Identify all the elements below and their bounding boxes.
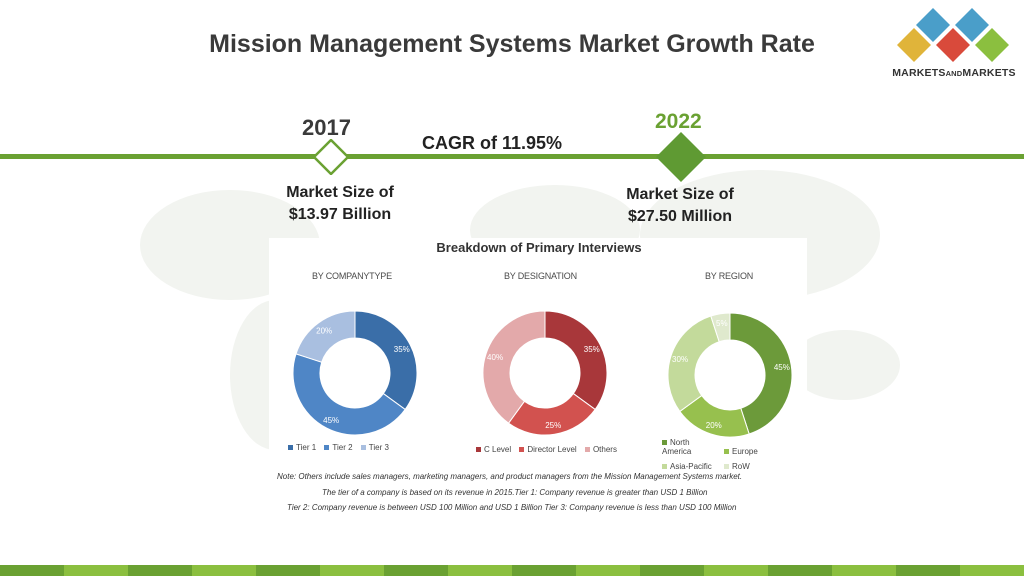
donut-slice (710, 312, 731, 343)
chart-title-region: BY REGION (705, 271, 754, 281)
panel-title: Breakdown of Primary Interviews (436, 240, 642, 255)
interviews-panel (269, 238, 807, 516)
note-line-1: Note: Others include sales managers, mar… (277, 472, 743, 481)
end-year: 2022 (655, 110, 702, 133)
bottom-stripe-segment (640, 565, 704, 576)
start-year: 2017 (302, 115, 351, 140)
start-market-size-value: $13.97 Billion (288, 206, 392, 223)
legend-region: North America Europe Asia-Pacific RoW (662, 438, 792, 477)
legend-item: Director Level (519, 445, 577, 454)
legend-item: Others (584, 445, 617, 454)
donut-slice (482, 310, 546, 424)
legend-swatch (724, 464, 729, 470)
bottom-stripe-segment (896, 565, 960, 576)
end-market-size-label: Market Size of (626, 186, 734, 203)
donut-chart-company-type: 35% 45% 20% (292, 310, 418, 436)
bottom-stripe-segment (960, 565, 1024, 576)
page-title: Mission Management Systems Market Growth… (209, 30, 815, 58)
legend-item: RoW (724, 462, 782, 471)
logo-wordmark: MARKETSANDMARKETS (892, 67, 1016, 79)
slice-label: 35% (584, 345, 600, 354)
bottom-stripe-segment (768, 565, 832, 576)
end-market-size-value: $27.50 Million (627, 208, 733, 225)
slice-label: 30% (672, 355, 688, 364)
slice-label: 5% (716, 319, 728, 328)
timeline-bar (0, 154, 1024, 159)
legend-swatch (519, 447, 525, 453)
note-line-2: The tier of a company is based on its re… (322, 488, 708, 497)
bottom-stripe-segment (832, 565, 896, 576)
legend-swatch (662, 464, 667, 470)
end-diamond-icon (656, 132, 706, 182)
donut-slice (292, 353, 406, 436)
bottom-stripe-segment (192, 565, 256, 576)
donut-chart-region: 45% 20% 30% 5% (667, 312, 793, 438)
bottom-stripe-segment (128, 565, 192, 576)
slice-label: 35% (394, 345, 410, 354)
slice-label: 45% (323, 416, 339, 425)
slice-label: 25% (545, 421, 561, 430)
legend-item: Asia-Pacific (662, 462, 720, 471)
bottom-stripe (0, 565, 1024, 576)
end-market-size: Market Size of $27.50 Million (610, 184, 750, 228)
legend-swatch (360, 445, 366, 451)
start-market-size-label: Market Size of (286, 184, 394, 201)
marketsandmarkets-logo-icon (897, 8, 1009, 62)
bottom-stripe-segment (704, 565, 768, 576)
bottom-stripe-segment (64, 565, 128, 576)
bottom-stripe-segment (384, 565, 448, 576)
bottom-stripe-segment (256, 565, 320, 576)
slice-label: 20% (316, 327, 332, 336)
legend-swatch (724, 449, 729, 455)
bottom-stripe-segment (448, 565, 512, 576)
donut-slice (544, 310, 608, 411)
legend-item: Tier 2 (324, 443, 353, 452)
donut-slice (729, 312, 793, 435)
legend-company-type: Tier 1 Tier 2 Tier 3 (288, 443, 395, 452)
cagr-label: CAGR of 11.95% (422, 133, 563, 153)
chart-title-company-type: BY COMPANYTYPE (312, 271, 392, 281)
legend-swatch (324, 445, 330, 451)
slice-label: 45% (774, 363, 790, 372)
legend-item: Tier 1 (288, 443, 316, 452)
legend-swatch (288, 445, 293, 451)
bottom-stripe-segment (512, 565, 576, 576)
legend-designation: C Level Director Level Others (476, 445, 623, 454)
slice-label: 20% (706, 421, 722, 430)
bottom-stripe-segment (320, 565, 384, 576)
slice-label: 40% (487, 353, 503, 362)
legend-item: C Level (476, 445, 511, 454)
donut-slice (295, 310, 356, 363)
note-line-3: Tier 2: Company revenue is between USD 1… (287, 503, 737, 512)
start-diamond-icon (313, 139, 349, 175)
bottom-stripe-segment (576, 565, 640, 576)
bottom-stripe-segment (0, 565, 64, 576)
legend-item: North America (662, 438, 692, 456)
legend-swatch (662, 440, 667, 446)
legend-swatch (476, 447, 481, 453)
start-market-size: Market Size of $13.97 Billion (270, 182, 410, 226)
legend-swatch (584, 447, 590, 453)
legend-item: Europe (724, 447, 782, 456)
donut-chart-designation: 35% 25% 40% (482, 310, 608, 436)
legend-item: Tier 3 (360, 443, 389, 452)
chart-title-designation: BY DESIGNATION (504, 271, 577, 281)
donut-slice (354, 310, 418, 411)
